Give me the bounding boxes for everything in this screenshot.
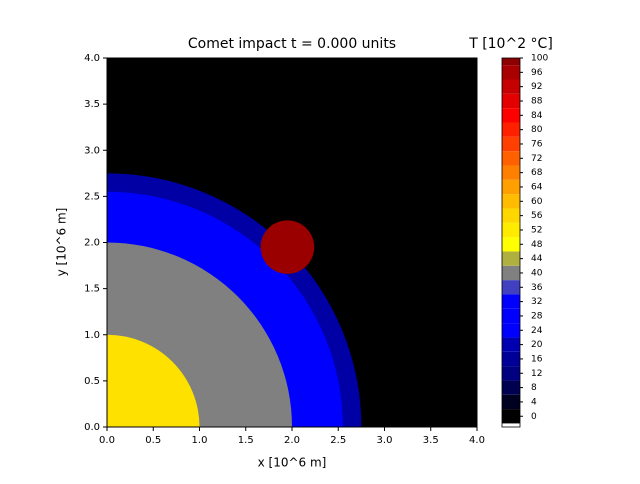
colorbar-band [502, 122, 520, 137]
colorbar-band [502, 323, 520, 338]
colorbar-band [502, 108, 520, 123]
colorbar-tick-label: 44 [531, 254, 543, 264]
colorbar-band [502, 265, 520, 281]
y-tick-label: 1.5 [84, 284, 100, 295]
colorbar-tick-label: 16 [531, 354, 543, 364]
x-tick-label: 0.0 [99, 435, 115, 446]
colorbar-tick-label: 100 [531, 54, 548, 64]
chart-title: Comet impact t = 0.000 units [188, 36, 396, 52]
colorbar-tick-label: 4 [531, 397, 537, 407]
y-tick-label: 4.0 [84, 53, 100, 64]
colorbar-band [502, 208, 520, 223]
x-tick-label: 2.5 [330, 435, 346, 446]
x-axis-label: x [10^6 m] [258, 456, 327, 470]
x-tick-label: 3.0 [377, 435, 393, 446]
colorbar-tick-label: 0 [531, 412, 537, 422]
colorbar-band [502, 308, 520, 324]
colorbar-tick-label: 20 [531, 340, 543, 350]
colorbar-tick-label: 60 [531, 197, 543, 207]
x-tick-label: 4.0 [469, 435, 485, 446]
colorbar-band [502, 380, 520, 395]
colorbar-tick-label: 12 [531, 369, 542, 379]
y-tick-label: 3.5 [84, 99, 100, 110]
colorbar-tick-label: 24 [531, 326, 543, 336]
colorbar-band [502, 394, 520, 410]
colorbar-band [502, 65, 520, 80]
colorbar-tick-label: 92 [531, 82, 542, 92]
colorbar-band [502, 136, 520, 152]
colorbar-band [502, 409, 520, 424]
colorbar-band [502, 58, 520, 66]
y-tick-label: 2.5 [84, 191, 100, 202]
colorbar-band [502, 237, 520, 252]
colorbar-tick-label: 36 [531, 283, 543, 293]
colorbar-tick-label: 32 [531, 297, 542, 307]
colorbar-band [502, 222, 520, 238]
colorbar-tick-label: 72 [531, 154, 542, 164]
colorbar-band [502, 337, 520, 352]
colorbar-band [502, 294, 520, 309]
colorbar-tick-label: 8 [531, 383, 537, 393]
colorbar-title: T [10^2 °C] [468, 36, 553, 52]
y-tick-label: 3.0 [84, 145, 100, 156]
colorbar-tick-label: 64 [531, 182, 543, 192]
colorbar-frame [501, 57, 521, 428]
region [107, 334, 200, 427]
colorbar-tick-label: 40 [531, 268, 543, 278]
colorbar-band [502, 351, 520, 367]
plot-area [107, 58, 477, 427]
axes: 0.0 0.5 1.0 1.5 2.0 2.5 3.0 3.5 4.0 0.0 0.5 1.0 1.5 2… [84, 53, 548, 446]
y-tick-label: 0.0 [84, 422, 100, 433]
colorbar-band [502, 79, 520, 94]
colorbar-tick-label: 48 [531, 240, 543, 250]
colorbar-band [502, 194, 520, 209]
y-tick-label: 0.5 [84, 376, 100, 387]
colorbar-tick-label: 88 [531, 96, 543, 106]
colorbar-band [502, 251, 520, 266]
colorbar-band [502, 93, 520, 109]
x-tick-label: 1.0 [192, 435, 208, 446]
y-tick-label: 1.0 [84, 330, 100, 341]
colorbar-tick-label: 68 [531, 168, 543, 178]
colorbar-tick-label: 76 [531, 139, 543, 149]
colorbar-tick-label: 56 [531, 211, 543, 221]
region [260, 220, 315, 274]
colorbar-band [502, 165, 520, 180]
colorbar-band [502, 179, 520, 195]
colorbar-band [502, 366, 520, 381]
colorbar-band [502, 280, 520, 295]
colorbar-tick-label: 28 [531, 311, 543, 321]
y-axis-label: y [10^6 m] [55, 208, 69, 277]
colorbar-tick-label: 52 [531, 225, 542, 235]
colorbar-tick-label: 96 [531, 68, 543, 78]
x-tick-label: 1.5 [238, 435, 254, 446]
colorbar-tick-label: 80 [531, 125, 543, 135]
x-tick-label: 0.5 [145, 435, 161, 446]
x-tick-label: 2.0 [284, 435, 300, 446]
colorbar-tick-label: 84 [531, 111, 543, 121]
colorbar-band [502, 151, 520, 166]
y-tick-label: 2.0 [84, 238, 100, 249]
x-tick-label: 3.5 [423, 435, 439, 446]
